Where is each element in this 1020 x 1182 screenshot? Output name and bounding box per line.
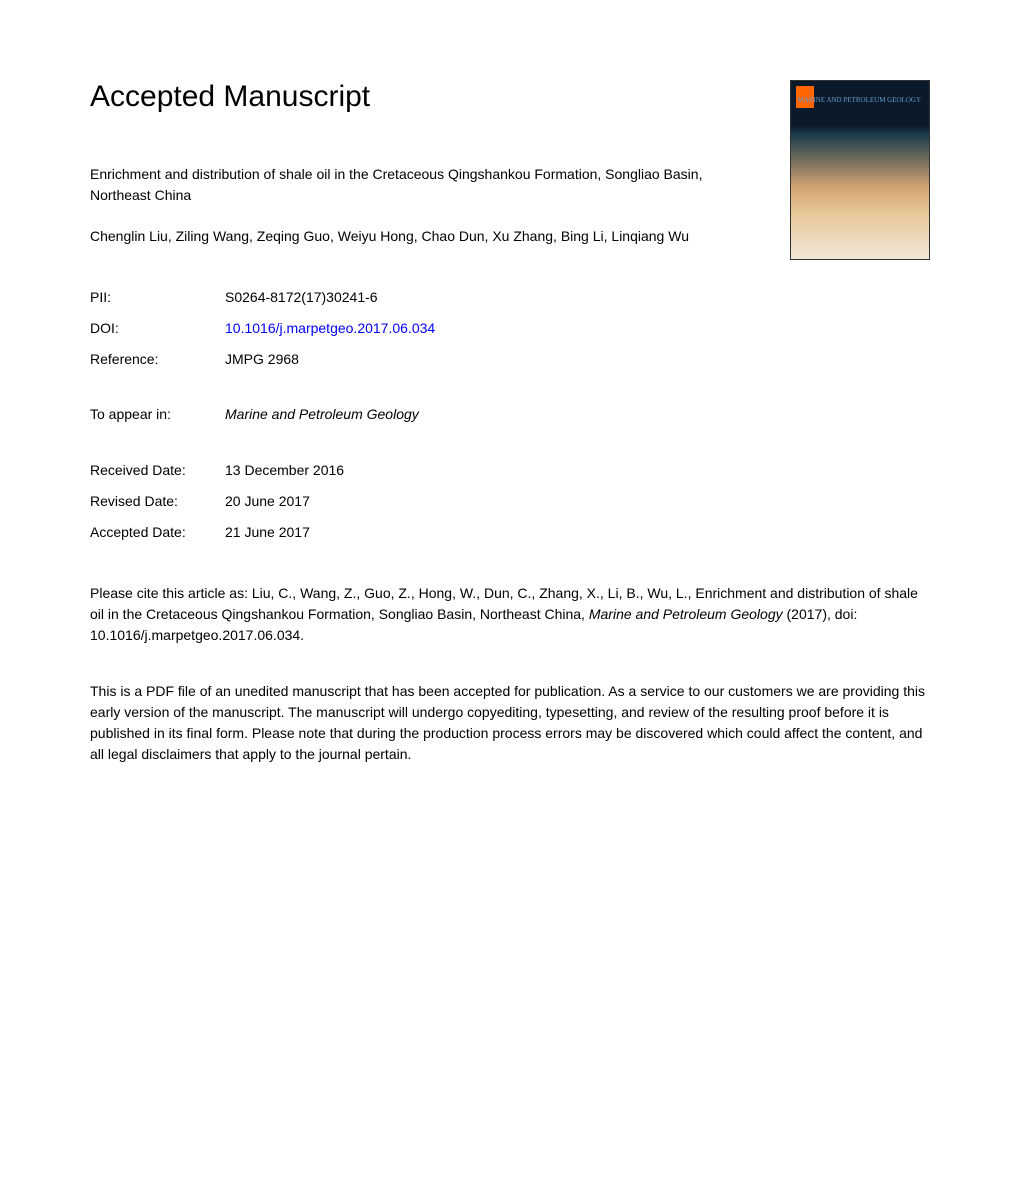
doi-row: DOI: 10.1016/j.marpetgeo.2017.06.034 [90, 313, 930, 344]
pii-row: PII: S0264-8172(17)30241-6 [90, 282, 930, 313]
accepted-value: 21 June 2017 [225, 517, 310, 548]
doi-label: DOI: [90, 313, 225, 344]
citation-text: Please cite this article as: Liu, C., Wa… [90, 583, 930, 646]
revised-label: Revised Date: [90, 486, 225, 517]
dates-table: Received Date: 13 December 2016 Revised … [90, 455, 930, 547]
revised-row: Revised Date: 20 June 2017 [90, 486, 930, 517]
appear-row: To appear in: Marine and Petroleum Geolo… [90, 399, 930, 430]
received-label: Received Date: [90, 455, 225, 486]
revised-value: 20 June 2017 [225, 486, 310, 517]
received-value: 13 December 2016 [225, 455, 344, 486]
appear-value: Marine and Petroleum Geology [225, 399, 419, 430]
pii-value: S0264-8172(17)30241-6 [225, 282, 378, 313]
citation-journal: Marine and Petroleum Geology [589, 606, 783, 622]
accepted-row: Accepted Date: 21 June 2017 [90, 517, 930, 548]
article-title: Enrichment and distribution of shale oil… [90, 164, 750, 206]
appear-label: To appear in: [90, 399, 225, 430]
author-list: Chenglin Liu, Ziling Wang, Zeqing Guo, W… [90, 226, 750, 247]
reference-label: Reference: [90, 344, 225, 375]
journal-cover-image: MARINE AND PETROLEUM GEOLOGY [790, 80, 930, 260]
accepted-label: Accepted Date: [90, 517, 225, 548]
reference-value: JMPG 2968 [225, 344, 299, 375]
received-row: Received Date: 13 December 2016 [90, 455, 930, 486]
reference-row: Reference: JMPG 2968 [90, 344, 930, 375]
cover-journal-title: MARINE AND PETROLEUM GEOLOGY [798, 96, 921, 104]
pii-label: PII: [90, 282, 225, 313]
appear-table: To appear in: Marine and Petroleum Geolo… [90, 399, 930, 430]
disclaimer-text: This is a PDF file of an unedited manusc… [90, 681, 930, 765]
metadata-table: PII: S0264-8172(17)30241-6 DOI: 10.1016/… [90, 282, 930, 374]
doi-link[interactable]: 10.1016/j.marpetgeo.2017.06.034 [225, 313, 435, 344]
